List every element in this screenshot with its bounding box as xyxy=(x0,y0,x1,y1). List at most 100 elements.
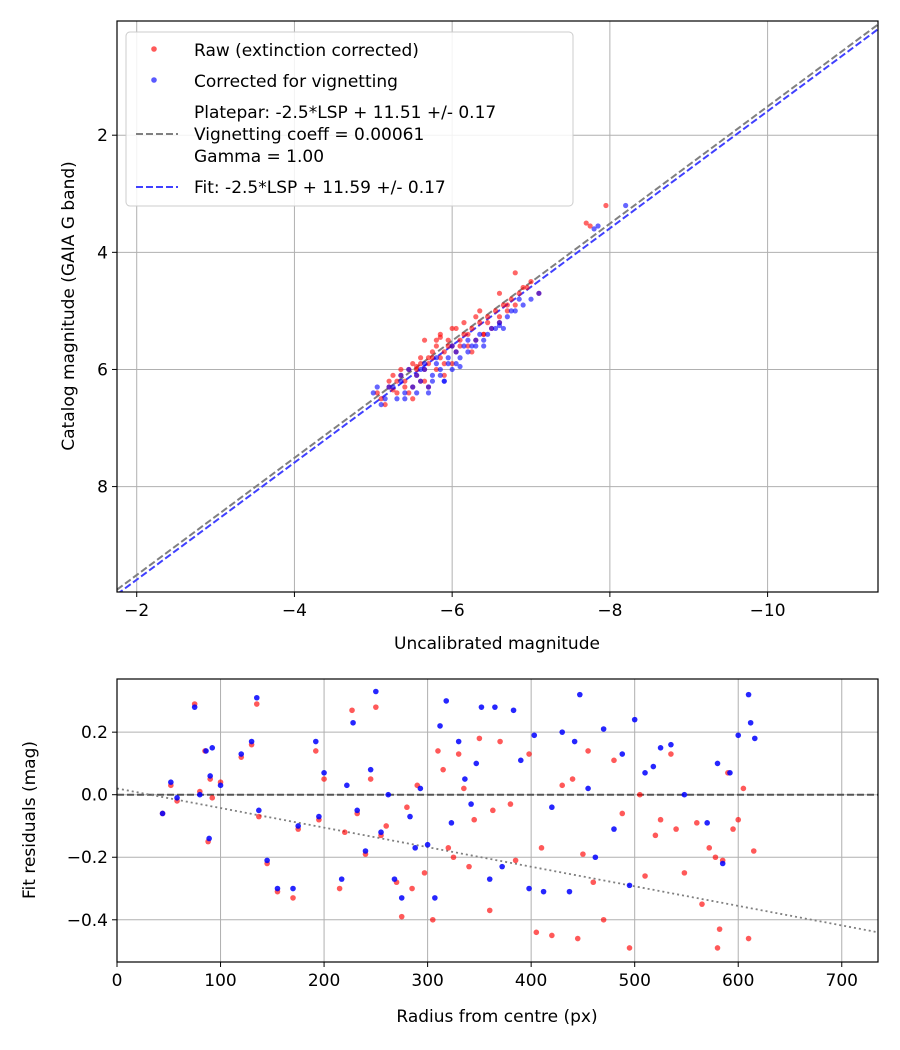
top-x-tick-label: −6 xyxy=(440,601,465,621)
top-point-raw xyxy=(469,325,475,332)
top-point-corrected xyxy=(370,390,376,396)
bottom-point-corrected xyxy=(478,704,485,710)
bottom-point-raw xyxy=(745,935,752,942)
bottom-point-corrected xyxy=(378,829,384,836)
bottom-x-axis-label: Radius from centre (px) xyxy=(396,1007,597,1027)
legend-label-corrected: Corrected for vignetting xyxy=(194,72,398,92)
top-point-corrected xyxy=(595,223,601,229)
top-point-corrected xyxy=(398,372,404,378)
top-point-corrected xyxy=(378,401,384,408)
bottom-x-tick-label: 600 xyxy=(722,971,754,991)
bottom-point-corrected xyxy=(517,757,524,764)
bottom-point-corrected xyxy=(295,823,301,829)
top-y-tick-label: 4 xyxy=(97,243,108,263)
top-point-corrected xyxy=(508,308,514,314)
bottom-point-corrected xyxy=(462,776,468,782)
top-point-raw xyxy=(477,320,483,326)
bottom-reference-lines xyxy=(116,787,879,934)
top-point-corrected xyxy=(441,378,447,384)
top-point-corrected xyxy=(528,296,534,302)
top-point-raw xyxy=(477,308,483,314)
bottom-point-raw xyxy=(256,813,262,820)
top-point-raw xyxy=(418,355,424,361)
bottom-point-corrected xyxy=(354,807,361,814)
bottom-point-corrected xyxy=(747,719,754,726)
bottom-point-corrected xyxy=(206,835,212,842)
bottom-x-tick-label: 100 xyxy=(204,971,236,991)
top-point-corrected xyxy=(453,361,459,367)
bottom-point-raw xyxy=(590,879,597,886)
top-point-corrected xyxy=(382,396,388,402)
bottom-point-corrected xyxy=(316,813,322,820)
top-point-raw xyxy=(394,390,400,396)
top-point-raw xyxy=(457,337,463,343)
bottom-point-corrected xyxy=(531,732,538,739)
top-point-raw xyxy=(441,361,447,367)
top-point-raw xyxy=(508,296,514,302)
bottom-point-raw xyxy=(740,785,747,792)
bottom-point-raw xyxy=(716,926,723,932)
bottom-point-raw xyxy=(476,735,483,742)
bottom-point-raw xyxy=(526,751,532,757)
top-point-raw xyxy=(449,325,455,332)
bottom-point-corrected xyxy=(735,732,742,739)
top-point-corrected xyxy=(437,372,443,378)
bottom-ticks: 0 100 200 300 400 500 600 700 0.2 0.0 −0.2 −0.4 xyxy=(67,723,858,991)
top-point-raw xyxy=(481,331,487,337)
bottom-x-tick-label: 300 xyxy=(411,971,443,991)
top-point-corrected xyxy=(429,372,436,378)
bottom-point-raw xyxy=(626,945,633,951)
top-point-corrected xyxy=(449,343,455,349)
bottom-point-raw xyxy=(341,829,348,836)
top-point-raw xyxy=(410,361,416,367)
legend: Raw (extinction corrected) Corrected for… xyxy=(125,31,574,207)
top-point-corrected xyxy=(457,363,463,370)
bottom-point-raw xyxy=(404,804,410,811)
top-point-corrected xyxy=(536,290,542,296)
top-point-corrected xyxy=(591,226,597,232)
top-point-raw xyxy=(378,396,384,402)
bottom-point-corrected xyxy=(238,751,245,757)
bottom-point-corrected xyxy=(448,820,455,826)
bottom-point-corrected xyxy=(248,738,255,745)
bottom-point-raw xyxy=(409,885,415,892)
top-point-corrected xyxy=(492,325,499,332)
bottom-point-corrected xyxy=(391,876,398,882)
top-point-raw xyxy=(374,390,380,396)
top-point-corrected xyxy=(374,384,380,390)
top-point-raw xyxy=(492,308,499,314)
bottom-point-corrected xyxy=(338,876,345,882)
bottom-point-corrected xyxy=(264,857,270,864)
top-point-corrected xyxy=(402,390,408,396)
bottom-point-raw xyxy=(450,854,457,861)
bottom-scatter-points xyxy=(159,688,758,951)
top-point-raw xyxy=(485,320,491,326)
top-point-raw xyxy=(461,320,467,326)
bottom-point-raw xyxy=(461,785,467,792)
bottom-point-raw xyxy=(429,916,436,923)
bottom-point-raw xyxy=(730,826,736,832)
bottom-y-axis-label: Fit residuals (mag) xyxy=(20,741,40,899)
bottom-point-raw xyxy=(619,810,626,817)
top-point-corrected xyxy=(418,366,424,373)
bottom-point-raw xyxy=(209,795,216,801)
top-point-corrected xyxy=(477,331,483,337)
top-point-corrected xyxy=(481,343,487,349)
bottom-point-raw xyxy=(421,870,428,876)
top-point-raw xyxy=(465,343,471,349)
top-point-raw xyxy=(457,343,463,349)
top-x-tick-label: −2 xyxy=(124,601,149,621)
top-point-corrected xyxy=(425,384,432,390)
bottom-point-corrected xyxy=(540,888,547,895)
legend-box xyxy=(125,31,574,207)
bottom-point-corrected xyxy=(174,795,180,801)
bottom-point-corrected xyxy=(398,895,405,901)
top-point-corrected xyxy=(410,384,416,390)
top-point-corrected xyxy=(433,361,439,367)
top-point-corrected xyxy=(500,325,507,332)
bottom-point-raw xyxy=(657,816,664,823)
top-point-corrected xyxy=(516,296,522,302)
top-point-raw xyxy=(453,325,459,332)
bottom-point-corrected xyxy=(217,782,224,789)
